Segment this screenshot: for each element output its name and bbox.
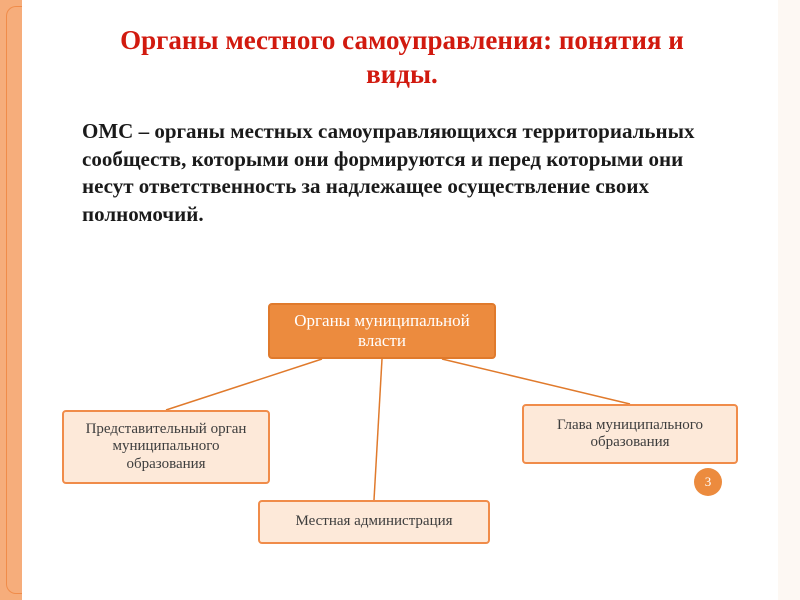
diagram-child-label: Представительный орган муниципального об…: [74, 421, 258, 473]
slide-title: Органы местного самоуправления: понятия …: [82, 24, 722, 92]
diagram-child-label: Глава муниципального образования: [534, 417, 726, 452]
diagram-root-label: Органы муниципальной власти: [280, 311, 484, 350]
slide-accent-sidebar: [0, 0, 22, 600]
connector-line: [166, 359, 322, 410]
page-number-badge: 3: [694, 468, 722, 496]
slide-body-text: ОМС – органы местных самоуправляющихся т…: [82, 118, 722, 229]
diagram-root-node: Органы муниципальной власти: [268, 303, 496, 359]
slide-canvas: Органы местного самоуправления: понятия …: [22, 0, 778, 600]
diagram-child-label: Местная администрация: [295, 513, 452, 530]
diagram-child-node-2: Глава муниципального образования: [522, 404, 738, 464]
diagram-child-node-1: Местная администрация: [258, 500, 490, 544]
connector-line: [442, 359, 630, 404]
diagram-child-node-0: Представительный орган муниципального об…: [62, 410, 270, 484]
connector-line: [374, 359, 382, 500]
